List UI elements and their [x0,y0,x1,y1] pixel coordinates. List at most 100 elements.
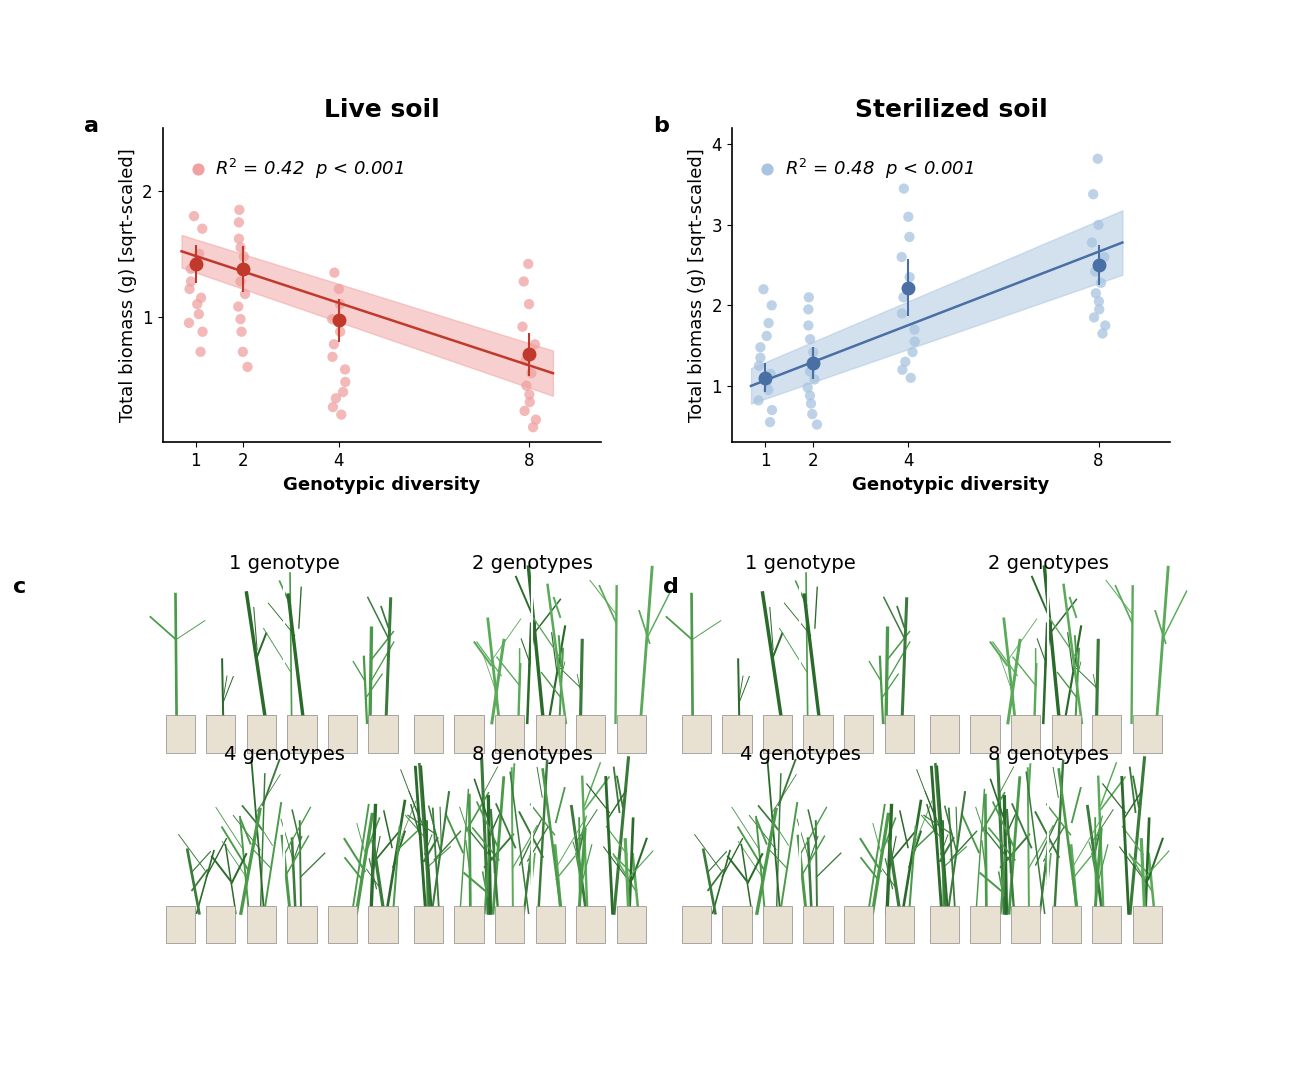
FancyBboxPatch shape [971,716,1000,753]
Point [330,296,351,313]
FancyBboxPatch shape [1092,906,1122,943]
FancyBboxPatch shape [971,906,1000,943]
Point [806,417,827,434]
Point [1086,285,1106,302]
Point [188,305,209,323]
Point [760,365,781,382]
Point [1095,317,1115,334]
FancyBboxPatch shape [723,716,751,753]
FancyBboxPatch shape [328,716,358,753]
Point [516,377,537,394]
Point [227,298,248,315]
FancyBboxPatch shape [884,906,914,943]
Point [233,343,254,360]
Point [1088,216,1109,233]
Point [900,269,920,286]
Point [1095,249,1115,266]
Point [231,324,252,341]
FancyBboxPatch shape [576,716,606,753]
Point [335,374,356,391]
FancyBboxPatch shape [1052,716,1080,753]
X-axis label: Genotypic diversity: Genotypic diversity [283,475,480,493]
FancyBboxPatch shape [1011,906,1040,943]
FancyBboxPatch shape [1011,716,1040,753]
FancyBboxPatch shape [165,716,195,753]
Text: b: b [653,115,670,136]
Point [1088,293,1109,310]
FancyBboxPatch shape [930,716,959,753]
FancyBboxPatch shape [207,906,235,943]
FancyBboxPatch shape [844,906,874,943]
Point [758,381,779,398]
Point [188,246,209,263]
Point [892,361,913,378]
Point [229,214,250,231]
Title: 1 genotype: 1 genotype [229,554,339,574]
Title: 8 genotypes: 8 genotypes [988,744,1109,764]
Point [757,328,777,345]
Point [512,318,533,335]
FancyBboxPatch shape [287,716,317,753]
FancyBboxPatch shape [1132,716,1162,753]
Point [521,364,542,381]
Title: 2 genotypes: 2 genotypes [472,554,593,574]
FancyBboxPatch shape [763,906,792,943]
FancyBboxPatch shape [455,716,484,753]
Point [322,311,343,328]
Point [797,379,818,396]
FancyBboxPatch shape [763,716,792,753]
FancyBboxPatch shape [247,906,276,943]
FancyBboxPatch shape [616,716,646,753]
Point [1089,301,1110,318]
Point [192,324,213,341]
Point [229,201,250,218]
Point [324,264,344,281]
Point [800,363,820,380]
Point [759,413,780,430]
Point [237,359,257,376]
FancyBboxPatch shape [803,906,832,943]
Point [1083,186,1104,203]
Point [1091,274,1112,292]
Title: 4 genotypes: 4 genotypes [224,744,344,764]
Y-axis label: Total biomass (g) [sqrt-scaled]: Total biomass (g) [sqrt-scaled] [688,148,706,422]
Title: Live soil: Live soil [324,98,439,122]
FancyBboxPatch shape [287,906,317,943]
Point [893,180,914,198]
FancyBboxPatch shape [413,716,443,753]
Point [178,314,199,331]
Point [800,331,820,348]
Point [514,273,534,290]
Title: 8 genotypes: 8 genotypes [472,744,593,764]
FancyBboxPatch shape [884,716,914,753]
FancyBboxPatch shape [576,906,606,943]
Point [749,357,770,374]
FancyBboxPatch shape [247,716,276,753]
Point [803,344,824,361]
Point [322,348,343,365]
Point [758,315,779,332]
Point [334,361,355,378]
FancyBboxPatch shape [495,716,524,753]
Point [898,208,919,225]
FancyBboxPatch shape [165,906,195,943]
FancyBboxPatch shape [1092,716,1122,753]
FancyBboxPatch shape [930,906,959,943]
FancyBboxPatch shape [681,716,711,753]
Point [525,411,546,428]
Point [798,301,819,318]
Point [1082,234,1102,251]
Point [183,207,204,224]
FancyBboxPatch shape [536,906,564,943]
Point [322,398,343,415]
Point [191,289,212,307]
Text: c: c [13,577,26,597]
Point [230,273,251,290]
Point [520,393,541,410]
Title: 2 genotypes: 2 genotypes [988,554,1109,574]
Point [333,383,354,400]
Point [753,281,774,298]
Point [802,355,823,372]
Point [750,349,771,366]
FancyBboxPatch shape [803,716,832,753]
